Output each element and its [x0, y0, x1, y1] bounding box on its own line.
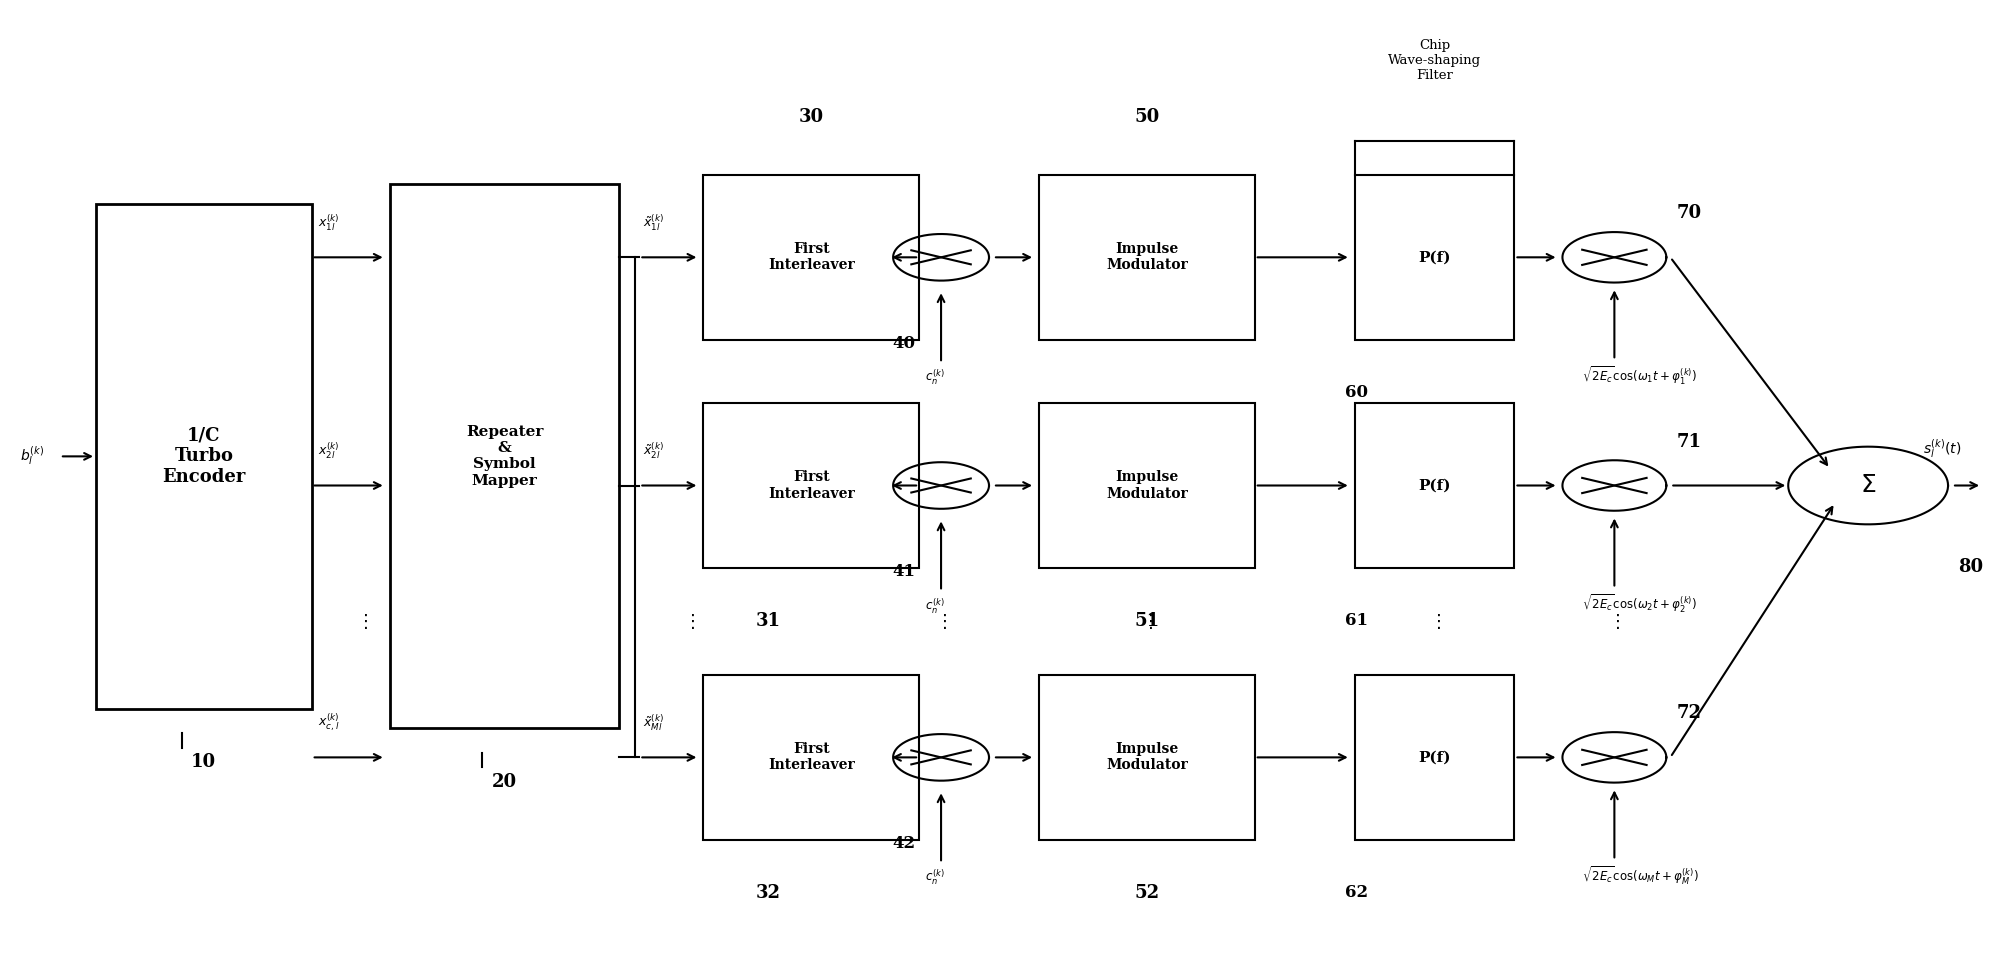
Text: 32: 32	[755, 884, 781, 902]
FancyBboxPatch shape	[96, 204, 312, 709]
Text: $x_{2l}^{(k)}$: $x_{2l}^{(k)}$	[318, 441, 340, 461]
Text: $c_n^{(k)}$: $c_n^{(k)}$	[925, 368, 945, 387]
Text: $\vdots$: $\vdots$	[1429, 612, 1441, 631]
Text: P(f): P(f)	[1419, 751, 1451, 764]
Text: 20: 20	[492, 773, 517, 790]
FancyBboxPatch shape	[1355, 175, 1514, 340]
Text: $x_{1l}^{(k)}$: $x_{1l}^{(k)}$	[318, 213, 340, 233]
Text: First
Interleaver: First Interleaver	[767, 242, 855, 273]
Text: First
Interleaver: First Interleaver	[767, 742, 855, 773]
Text: 62: 62	[1345, 884, 1369, 901]
Text: $\vdots$: $\vdots$	[356, 612, 368, 631]
Text: Impulse
Modulator: Impulse Modulator	[1107, 242, 1187, 273]
Text: Repeater
&
Symbol
Mapper: Repeater & Symbol Mapper	[466, 425, 543, 487]
Text: 51: 51	[1135, 612, 1159, 630]
Text: 70: 70	[1676, 204, 1702, 222]
Text: $\tilde{x}_{1l}^{(k)}$: $\tilde{x}_{1l}^{(k)}$	[643, 213, 665, 233]
Text: 80: 80	[1958, 558, 1984, 577]
FancyBboxPatch shape	[1355, 675, 1514, 840]
Text: 41: 41	[891, 563, 915, 581]
Text: First
Interleaver: First Interleaver	[767, 470, 855, 501]
Text: 72: 72	[1676, 704, 1702, 722]
Text: 30: 30	[799, 108, 823, 126]
Text: $\vdots$: $\vdots$	[935, 612, 947, 631]
Text: $\vdots$: $\vdots$	[1608, 612, 1620, 631]
Text: Impulse
Modulator: Impulse Modulator	[1107, 470, 1187, 501]
Text: $x_{c,l}^{(k)}$: $x_{c,l}^{(k)}$	[318, 712, 340, 733]
Text: $\vdots$: $\vdots$	[683, 612, 695, 631]
FancyBboxPatch shape	[390, 184, 619, 728]
Text: 40: 40	[891, 335, 915, 352]
Text: Chip
Wave-shaping
Filter: Chip Wave-shaping Filter	[1389, 39, 1481, 82]
FancyBboxPatch shape	[1039, 403, 1255, 568]
Text: 1/C
Turbo
Encoder: 1/C Turbo Encoder	[162, 426, 246, 486]
Text: $\vdots$: $\vdots$	[1141, 612, 1153, 631]
Text: 60: 60	[1345, 384, 1369, 401]
Text: 52: 52	[1135, 884, 1159, 902]
Text: 42: 42	[891, 835, 915, 853]
FancyBboxPatch shape	[1039, 175, 1255, 340]
FancyBboxPatch shape	[1355, 403, 1514, 568]
Text: $c_n^{(k)}$: $c_n^{(k)}$	[925, 868, 945, 887]
FancyBboxPatch shape	[703, 675, 919, 840]
Text: $\sqrt{2E_c}\cos(\omega_1 t + \varphi_1^{(k)})$: $\sqrt{2E_c}\cos(\omega_1 t + \varphi_1^…	[1582, 365, 1698, 387]
Text: 50: 50	[1135, 108, 1159, 126]
FancyBboxPatch shape	[703, 175, 919, 340]
Text: P(f): P(f)	[1419, 479, 1451, 492]
Text: 10: 10	[192, 753, 216, 771]
Text: $\sqrt{2E_c}\cos(\omega_M t + \varphi_M^{(k)})$: $\sqrt{2E_c}\cos(\omega_M t + \varphi_M^…	[1582, 865, 1700, 887]
Text: $c_n^{(k)}$: $c_n^{(k)}$	[925, 596, 945, 616]
Text: 71: 71	[1676, 432, 1702, 451]
Text: 31: 31	[755, 612, 781, 630]
Text: Impulse
Modulator: Impulse Modulator	[1107, 742, 1187, 773]
Text: $\tilde{x}_{Ml}^{(k)}$: $\tilde{x}_{Ml}^{(k)}$	[643, 713, 665, 733]
FancyBboxPatch shape	[1039, 675, 1255, 840]
Text: P(f): P(f)	[1419, 251, 1451, 264]
Text: $\tilde{x}_{2l}^{(k)}$: $\tilde{x}_{2l}^{(k)}$	[643, 441, 665, 461]
Text: $b_l^{(k)}$: $b_l^{(k)}$	[20, 445, 44, 468]
FancyBboxPatch shape	[703, 403, 919, 568]
Text: $\sqrt{2E_c}\cos(\omega_2 t + \varphi_2^{(k)})$: $\sqrt{2E_c}\cos(\omega_2 t + \varphi_2^…	[1582, 593, 1698, 616]
Text: $s_l^{(k)}(t)$: $s_l^{(k)}(t)$	[1922, 438, 1962, 461]
Text: 61: 61	[1345, 612, 1369, 629]
Text: $\Sigma$: $\Sigma$	[1860, 474, 1876, 497]
